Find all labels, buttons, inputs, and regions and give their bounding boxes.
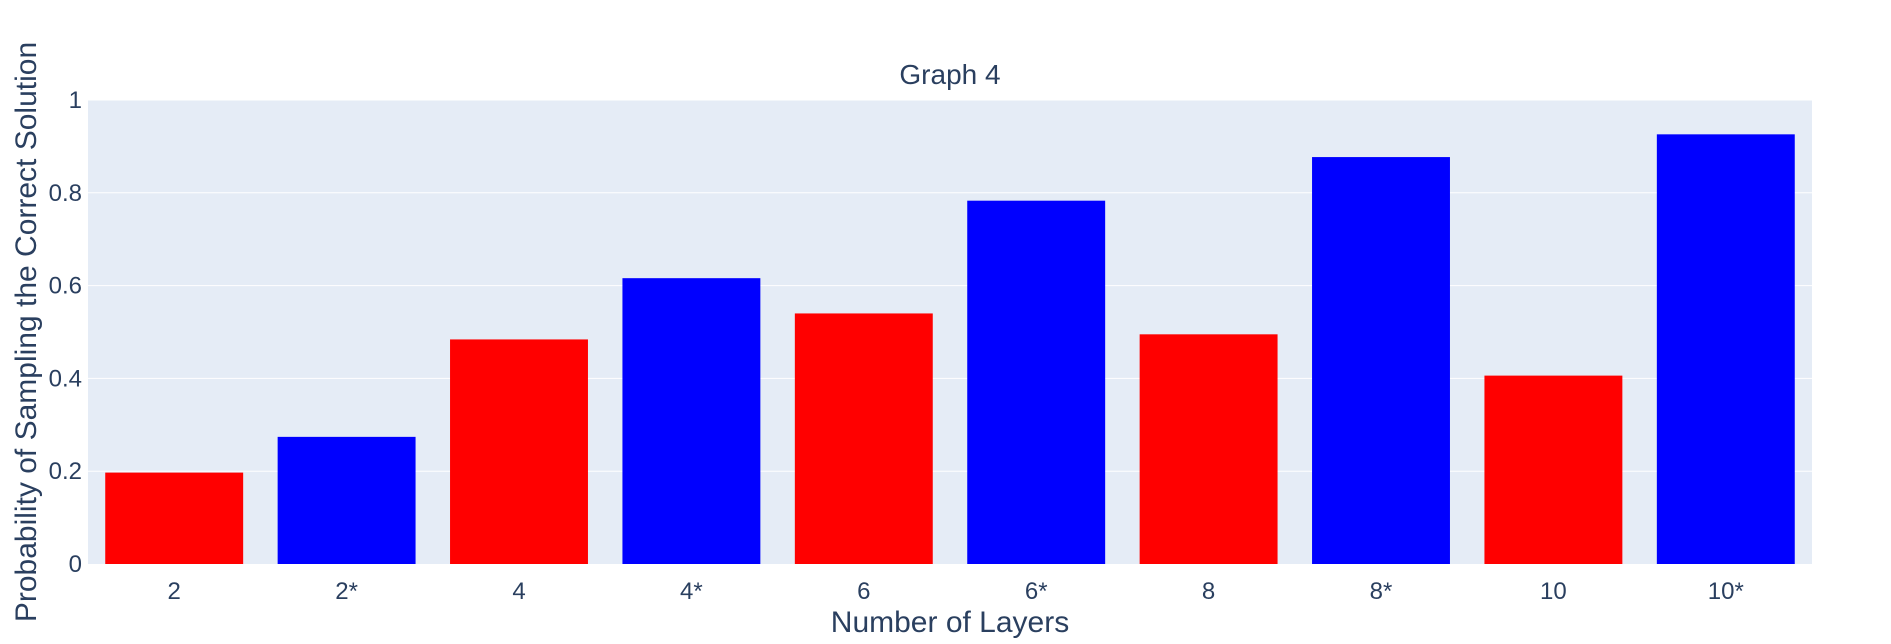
x-tick-label: 8* [1370,578,1393,605]
y-tick-label: 1 [69,87,82,114]
y-tick-label: 0.2 [49,458,82,485]
y-tick-label: 0.6 [49,273,82,300]
bar-6 [794,313,933,564]
bar-8 [1139,334,1278,564]
bar-6-star [967,200,1106,565]
x-tick-label: 10* [1708,578,1744,605]
bar-2-star [277,436,416,564]
x-tick-label: 10 [1540,578,1567,605]
y-tick-label: 0 [69,551,82,578]
bars [105,134,1795,565]
x-tick-label: 2 [168,578,181,605]
x-tick-label: 6* [1025,578,1048,605]
bar-10 [1484,375,1623,564]
x-tick-label: 2* [335,578,358,605]
x-tick-label: 4* [680,578,703,605]
y-tick-label: 0.4 [49,365,82,392]
y-axis-ticks: 0 0.2 0.4 0.6 0.8 1 [49,87,82,578]
bar-4-star [622,278,761,564]
bar-2 [105,472,244,564]
bar-4 [450,339,588,564]
x-tick-label: 4 [512,578,525,605]
x-tick-label: 8 [1202,578,1215,605]
x-axis-label: Number of Layers [831,606,1069,639]
y-axis-label: Probability of Sampling the Correct Solu… [10,42,43,622]
chart-title: Graph 4 [899,59,1000,90]
bar-8-star [1312,157,1450,564]
y-tick-label: 0.8 [49,180,82,207]
x-tick-label: 6 [857,578,870,605]
bar-10-star [1656,134,1795,564]
x-axis-ticks: 2 2* 4 4* 6 6* 8 8* 10 10* [168,578,1744,605]
